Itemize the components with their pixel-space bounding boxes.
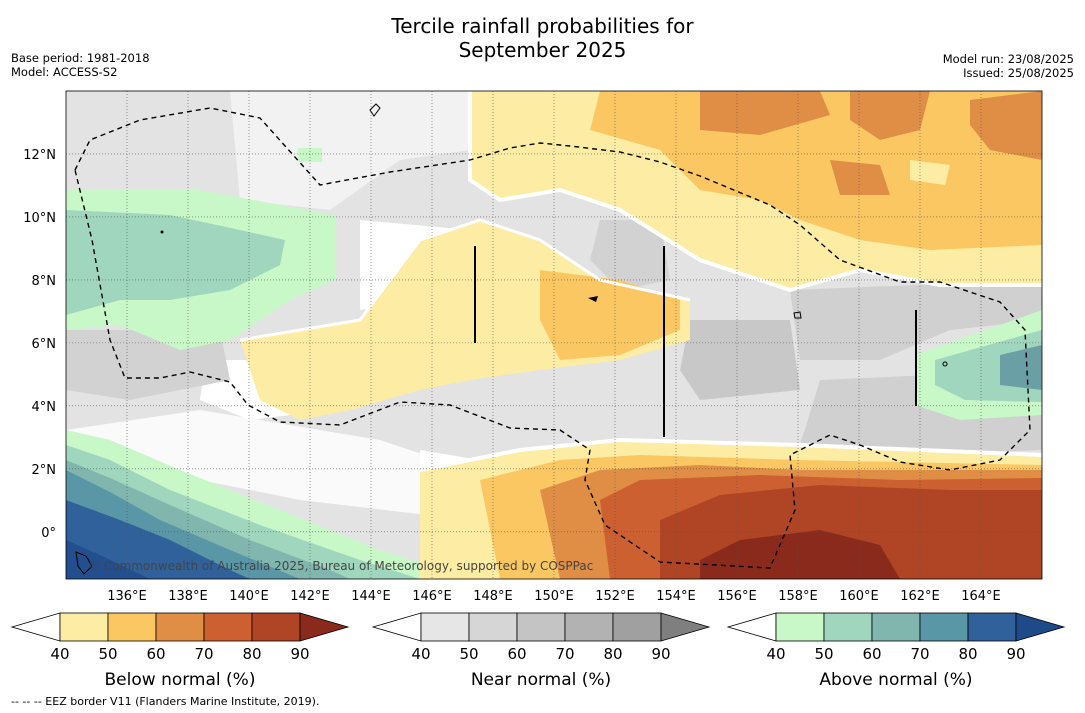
lon-tick-label: 140°E [229,589,269,604]
lat-tick-label: 0° [41,526,56,541]
colorbar-extend-high [660,612,711,642]
colorbar-extend-low [371,612,422,642]
colorbar-tick-label: 70 [194,645,213,663]
copyright-text: © Commonwealth of Australia 2025, Bureau… [88,559,593,573]
colorbar-segment [967,612,1017,642]
colorbar-segment [203,612,253,642]
issued-text: Issued: 25/08/2025 [963,66,1074,80]
lon-tick-label: 148°E [473,589,513,604]
colorbar-extend-low [10,612,61,642]
colorbar-extend-high [299,612,350,642]
lon-tick-label: 164°E [961,589,1001,604]
colorbar-tick-label: 40 [411,645,430,663]
colorbar-label: Below normal (%) [105,670,256,690]
colorbar-extend-low [726,612,777,642]
colorbar-segment [823,612,873,642]
lat-tick-label: 4°N [32,400,57,415]
colorbar-tick-label: 60 [862,645,881,663]
colorbar-tick-label: 60 [146,645,165,663]
colorbar-segment [775,612,825,642]
base-period-text: Base period: 1981-2018 [11,51,150,65]
colorbar-tick-label: 80 [958,645,977,663]
colorbar-extend-high [1015,612,1066,642]
title-line-2: September 2025 [458,38,627,62]
colorbar-tick-label: 70 [910,645,929,663]
island-dot [942,361,948,367]
lat-tick-label: 2°N [32,463,57,478]
colorbar-segment [59,612,109,642]
colorbar-tick-label: 50 [459,645,478,663]
lon-tick-label: 152°E [595,589,635,604]
island-outline [588,296,598,302]
title-line-1: Tercile rainfall probabilities for [391,14,694,38]
gridlines [66,91,1042,579]
colorbar-label: Above normal (%) [819,670,972,690]
colorbar-segment [612,612,662,642]
colorbar-tick-label: 80 [242,645,261,663]
colorbar: 40 50 60 70 80 90 Below normal (%) [10,612,350,690]
lon-tick-label: 160°E [839,589,879,604]
lon-tick-label: 154°E [656,589,696,604]
colorbar-tick-label: 80 [603,645,622,663]
island-outline [369,103,381,117]
lon-tick-label: 136°E [107,589,147,604]
plot-frame [65,90,1043,580]
colorbar-segment [516,612,566,642]
colorbar-segment [155,612,205,642]
colorbar-tick-label: 40 [766,645,785,663]
island-dot [160,230,164,234]
colorbar-segment [871,612,921,642]
lon-tick-label: 146°E [412,589,452,604]
lon-tick-label: 138°E [168,589,208,604]
lat-tick-label: 10°N [23,211,56,226]
eez-border [74,107,1031,569]
eez-footnote: -- -- -- EEZ border V11 (Flanders Marine… [11,695,320,708]
lat-tick-label: 8°N [32,274,57,289]
island-outline [793,311,802,319]
colorbar-tick-label: 90 [1006,645,1025,663]
lat-tick-label: 12°N [23,148,56,163]
lat-tick-label: 6°N [32,337,57,352]
colorbar-segment [468,612,518,642]
colorbar: 40 50 60 70 80 90 Near normal (%) [371,612,711,690]
lon-tick-label: 162°E [900,589,940,604]
colorbar-tick-label: 60 [507,645,526,663]
colorbar-group: 40 50 60 70 80 90 Below normal (%) 40 50 60 70 80 90… [10,612,1066,690]
latitude-labels: 12°N 10°N 8°N 6°N 4°N 2°N 0° [23,148,56,541]
colorbar-segment [420,612,470,642]
meta-left: Base period: 1981-2018 Model: ACCESS-S2 [11,51,150,79]
colorbar-tick-label: 90 [290,645,309,663]
colorbar-segment [107,612,157,642]
colorbar-tick-label: 40 [50,645,69,663]
colorbar-label: Near normal (%) [471,670,611,690]
colorbar-segment [919,612,969,642]
meta-right: Model run: 23/08/2025 Issued: 25/08/2025 [943,52,1074,80]
lon-tick-label: 142°E [290,589,330,604]
lon-tick-label: 158°E [778,589,818,604]
colorbar-segment [564,612,614,642]
page-title: Tercile rainfall probabilities for Septe… [0,14,1085,62]
lon-tick-label: 156°E [717,589,757,604]
colorbar: 40 50 60 70 80 90 Above normal (%) [726,612,1066,690]
colorbar-tick-label: 50 [814,645,833,663]
longitude-labels: 136°E 138°E 140°E 142°E 144°E 146°E 148°E 150°E… [107,589,1001,604]
model-text: Model: ACCESS-S2 [11,65,118,79]
colorbar-tick-label: 90 [651,645,670,663]
island-outline [75,551,93,575]
colorbar-segment [251,612,301,642]
lon-tick-label: 144°E [351,589,391,604]
colorbar-tick-label: 70 [555,645,574,663]
colorbar-tick-label: 50 [98,645,117,663]
model-run-text: Model run: 23/08/2025 [942,52,1074,66]
lon-tick-label: 150°E [534,589,574,604]
